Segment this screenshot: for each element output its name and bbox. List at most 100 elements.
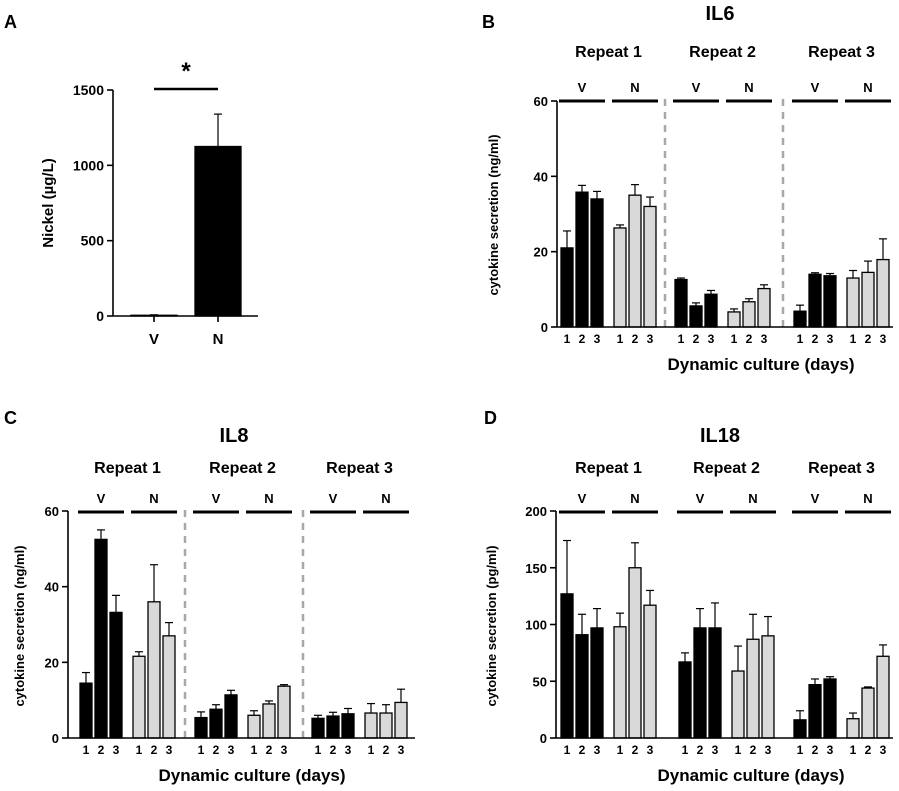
bar <box>311 717 325 739</box>
bar <box>109 611 123 739</box>
group-label: V <box>811 80 820 95</box>
x-tick-label: 2 <box>750 743 757 757</box>
bar <box>162 635 176 739</box>
repeat-label: Repeat 3 <box>808 44 875 61</box>
y-tick-label: 200 <box>525 504 547 519</box>
x-tick-label: 1 <box>850 332 857 346</box>
bar <box>326 715 340 739</box>
x-tick-label: 3 <box>761 332 768 346</box>
y-tick-label: 150 <box>525 561 547 576</box>
x-tick-label: 1 <box>315 743 322 757</box>
panel-label-c: C <box>4 408 17 428</box>
bar <box>394 701 408 739</box>
group-label: V <box>97 491 106 506</box>
x-tick-label: 3 <box>880 743 887 757</box>
x-tick-label: 2 <box>865 332 872 346</box>
repeat-label: Repeat 2 <box>693 460 760 477</box>
x-tick-label: 1 <box>198 743 205 757</box>
x-tick-label: 3 <box>880 332 887 346</box>
x-tick-label: 2 <box>865 743 872 757</box>
bar <box>194 716 208 739</box>
x-tick-label: 2 <box>697 743 704 757</box>
group-label: V <box>578 80 587 95</box>
x-tick-label: 3 <box>113 743 120 757</box>
group-label: N <box>863 80 872 95</box>
x-tick-label: 3 <box>712 743 719 757</box>
y-tick-label: 0 <box>540 731 547 746</box>
x-tick-label: 1 <box>735 743 742 757</box>
x-tick-label: 3 <box>827 332 834 346</box>
x-tick-label: 3 <box>166 743 173 757</box>
bar <box>746 638 760 739</box>
x-tick-label: 1 <box>850 743 857 757</box>
x-tick-label: 1 <box>678 332 685 346</box>
bar <box>590 627 604 739</box>
x-tick-label: 3 <box>647 332 654 346</box>
x-tick-label: V <box>149 331 159 348</box>
x-tick-label: 2 <box>693 332 700 346</box>
x-axis-label: Dynamic culture (days) <box>657 766 844 785</box>
x-tick-label: 3 <box>594 332 601 346</box>
y-axis-label: Nickel (µg/L) <box>40 158 57 248</box>
bar <box>147 601 161 739</box>
repeat-label: Repeat 1 <box>94 460 161 477</box>
x-tick-label: 1 <box>731 332 738 346</box>
bar <box>277 685 291 739</box>
bar <box>823 275 837 328</box>
group-label: V <box>696 491 705 506</box>
x-tick-label: 2 <box>151 743 158 757</box>
y-axis-label: cytokine secretion (ng/ml) <box>12 545 27 706</box>
bar <box>708 627 722 739</box>
x-tick-label: 3 <box>345 743 352 757</box>
x-tick-label: 1 <box>617 743 624 757</box>
x-tick-label: 1 <box>617 332 624 346</box>
bar <box>876 655 890 739</box>
bar <box>209 708 223 739</box>
bar <box>643 604 657 739</box>
repeat-label: Repeat 1 <box>575 460 642 477</box>
x-tick-label: 1 <box>136 743 143 757</box>
x-tick-label: 2 <box>632 332 639 346</box>
x-tick-label: 3 <box>594 743 601 757</box>
panel-title: IL18 <box>700 425 740 447</box>
x-tick-label: 1 <box>564 332 571 346</box>
group-label: N <box>381 491 390 506</box>
x-tick-label: 3 <box>398 743 405 757</box>
y-tick-label: 20 <box>534 245 548 260</box>
bar <box>628 194 642 328</box>
bar <box>194 145 242 317</box>
x-tick-label: 2 <box>632 743 639 757</box>
y-tick-label: 100 <box>525 618 547 633</box>
group-label: N <box>149 491 158 506</box>
bar <box>613 626 627 739</box>
y-tick-label: 1000 <box>73 157 104 173</box>
bar <box>793 719 807 739</box>
panel-label-a: A <box>4 12 17 32</box>
x-tick-label: 3 <box>228 743 235 757</box>
group-label: V <box>578 491 587 506</box>
bar <box>643 205 657 328</box>
group-label: V <box>692 80 701 95</box>
x-tick-label: 2 <box>213 743 220 757</box>
bar <box>846 718 860 739</box>
y-tick-label: 60 <box>45 504 59 519</box>
bar <box>379 712 393 739</box>
panel-label-b: B <box>482 12 495 32</box>
x-axis-label: Dynamic culture (days) <box>158 766 345 785</box>
bar <box>846 277 860 328</box>
x-tick-label: 3 <box>708 332 715 346</box>
bar <box>861 271 875 328</box>
bar <box>823 678 837 739</box>
x-tick-label: 2 <box>579 743 586 757</box>
x-tick-label: 1 <box>682 743 689 757</box>
group-label: V <box>212 491 221 506</box>
bar <box>364 712 378 739</box>
repeat-label: Repeat 1 <box>575 44 642 61</box>
bar <box>224 694 238 739</box>
x-tick-label: 2 <box>383 743 390 757</box>
x-tick-label: 2 <box>98 743 105 757</box>
y-tick-label: 40 <box>534 169 548 184</box>
bar <box>613 227 627 328</box>
x-tick-label: 2 <box>330 743 337 757</box>
bar <box>689 305 703 328</box>
